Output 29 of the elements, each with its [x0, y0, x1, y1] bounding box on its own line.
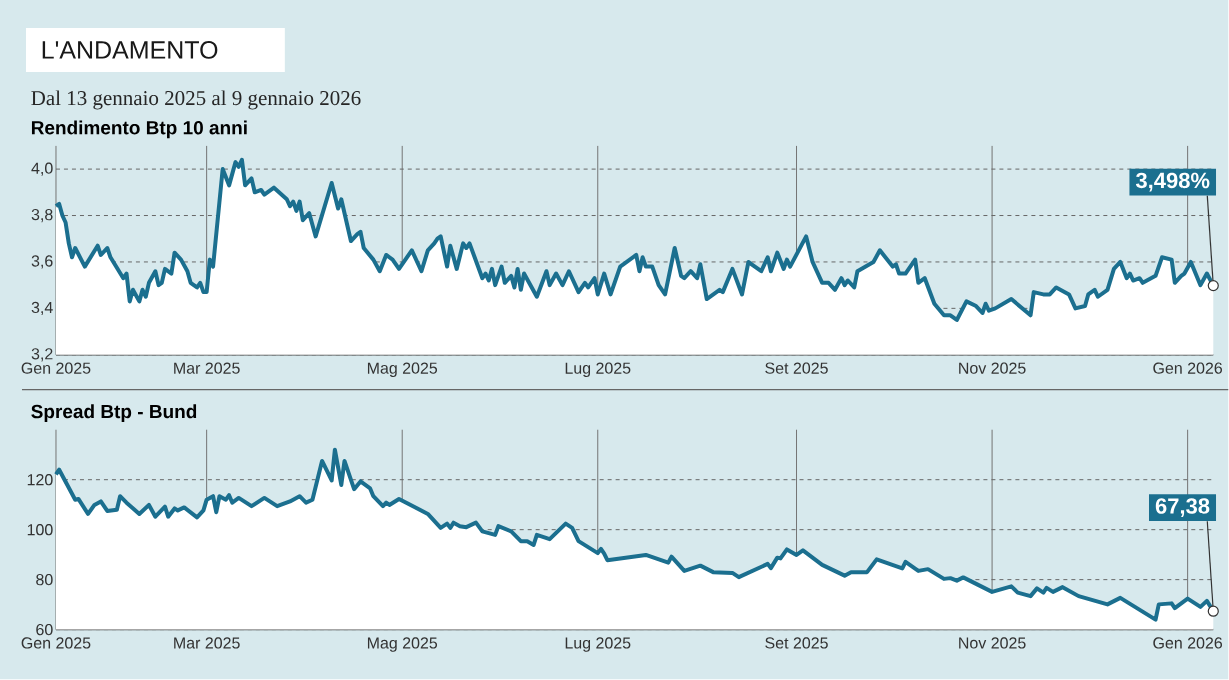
y-tick-label: 3,2	[31, 348, 53, 362]
annotation: 67,38	[1155, 498, 1210, 518]
x-tick-label: Gen 2026	[1153, 362, 1223, 374]
y-tick-label: 4,0	[31, 162, 53, 176]
y-tick-label: 3,4	[31, 301, 53, 316]
y-tick-label: 100	[27, 524, 53, 536]
y-tick-label: 80	[36, 574, 53, 586]
x-tick-label: Mar 2025	[174, 637, 240, 649]
y-tick-label: 120	[27, 474, 53, 486]
x-tick-label: Set 2025	[765, 362, 828, 374]
y-tick-label: 60	[36, 624, 53, 636]
annotation: 3,498%	[1135, 172, 1210, 192]
x-tick-label: Gen 2026	[1153, 637, 1223, 649]
x-tick-label: Lug 2025	[565, 637, 631, 652]
x-tick-label: Mar 2025	[174, 362, 240, 374]
x-tick-label: Gen 2025	[21, 637, 91, 649]
x-tick-label: Lug 2025	[565, 362, 631, 378]
x-tick-label: Mag 2025	[367, 362, 438, 378]
x-tick-label: Nov 2025	[959, 362, 1026, 374]
y-axis-title: Rendimento Btp 10 anni	[31, 120, 247, 139]
chart-subtitle: Dal 13 gennaio 2025 al 9 gennaio 2026	[31, 90, 361, 110]
y-axis-title: Spread Btp - Bund	[31, 404, 197, 423]
y-tick-label: 3,6	[31, 255, 53, 269]
x-tick-label: Gen 2025	[21, 362, 91, 374]
x-tick-label: Nov 2025	[959, 637, 1026, 649]
chart-title: L'ANDAMENTO	[42, 41, 218, 60]
y-tick-label: 3,8	[31, 209, 53, 223]
x-tick-label: Set 2025	[765, 637, 828, 649]
x-tick-label: Mag 2025	[367, 637, 438, 652]
